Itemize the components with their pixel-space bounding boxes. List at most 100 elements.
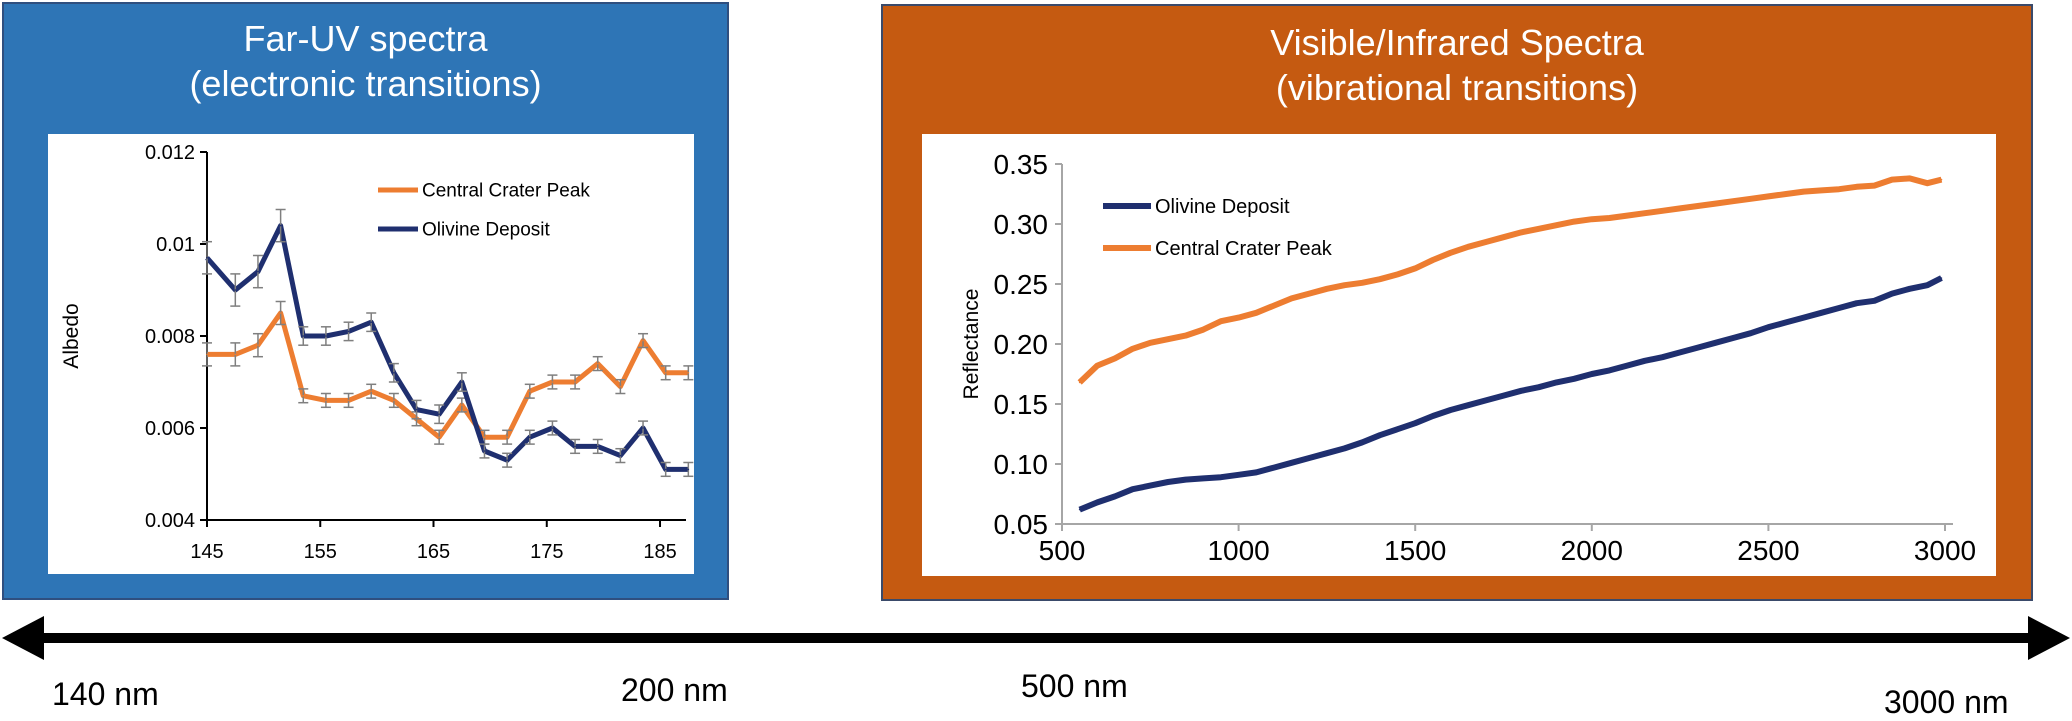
uv-data-point xyxy=(234,289,237,291)
uv-data-point xyxy=(642,339,644,342)
ir-data-point xyxy=(1308,292,1311,295)
uv-data-point xyxy=(483,450,486,452)
ir-data-point xyxy=(1379,434,1381,437)
ir-data-point xyxy=(1255,471,1258,474)
uv-y-tick-label: 0.006 xyxy=(145,418,195,440)
ir-data-point xyxy=(1326,288,1328,290)
ir-y-tick-label: 0.25 xyxy=(994,269,1049,300)
ir-data-point xyxy=(1502,236,1505,238)
uv-data-point xyxy=(664,468,667,471)
ir-data-point xyxy=(1361,441,1364,444)
far-uv-chart: 0.004 0.006 0.008 0.01 0.012 145 155 165 175 185 A… xyxy=(60,142,694,563)
uv-data-point xyxy=(687,468,690,471)
ir-data-point xyxy=(1820,189,1823,192)
ir-data-point xyxy=(1078,381,1081,384)
ir-data-point xyxy=(1237,316,1240,319)
ir-data-point xyxy=(1255,312,1258,314)
uv-legend-label: Central Crater Peak xyxy=(422,181,590,202)
ir-data-point xyxy=(1114,495,1116,498)
ir-data-point xyxy=(1661,356,1664,358)
ir-x-tick-label: 1500 xyxy=(1384,535,1446,566)
uv-series-line xyxy=(205,223,689,472)
ir-data-point xyxy=(1538,386,1540,388)
ir-x-tick-label: 2500 xyxy=(1737,535,1799,566)
ir-data-point xyxy=(1573,378,1575,380)
ir-data-point xyxy=(1131,348,1134,350)
ir-data-point xyxy=(1908,288,1911,290)
ir-series-line xyxy=(1077,175,1943,385)
far-uv-panel-title: Far-UV spectra (electronic transitions) xyxy=(4,16,727,106)
ir-data-point xyxy=(1538,228,1540,230)
ir-data-point xyxy=(1714,342,1717,344)
ir-y-tick-label: 0.20 xyxy=(994,329,1049,360)
vis-ir-title-line1: Visible/Infrared Spectra xyxy=(1270,22,1644,63)
ir-x-tick-label: 2000 xyxy=(1561,535,1623,566)
ir-data-point xyxy=(1802,190,1805,193)
ir-data-point xyxy=(1608,369,1611,372)
ir-data-point xyxy=(1449,252,1452,254)
uv-data-point xyxy=(506,459,508,462)
ir-data-point xyxy=(1696,346,1699,349)
ir-data-point xyxy=(1838,188,1840,190)
vis-ir-chart: 0.05 0.10 0.15 0.20 0.25 0.30 0.35 500 1000 1500 2… xyxy=(960,149,1976,566)
uv-x-tick-label: 165 xyxy=(417,541,450,563)
ir-data-point xyxy=(1485,241,1487,243)
ir-data-point xyxy=(1926,284,1929,286)
uv-data-point xyxy=(257,270,259,273)
ir-data-point xyxy=(1202,328,1205,331)
uv-data-point xyxy=(279,224,282,227)
uv-data-point xyxy=(528,390,531,393)
uv-data-point xyxy=(370,321,373,323)
ir-data-point xyxy=(1714,202,1717,205)
uv-data-point xyxy=(302,395,305,397)
uv-data-point xyxy=(664,372,667,374)
ir-data-point xyxy=(1220,320,1222,322)
uv-x-tick-label: 185 xyxy=(643,541,676,563)
ir-data-point xyxy=(1749,198,1752,200)
axis-label-500nm: 500 nm xyxy=(1021,668,1128,704)
ir-data-point xyxy=(1891,292,1893,295)
uv-series-1 xyxy=(202,208,694,478)
ir-data-point xyxy=(1855,302,1858,304)
ir-x-tick-label: 3000 xyxy=(1914,535,1976,566)
uv-data-point xyxy=(619,385,622,388)
uv-data-point xyxy=(596,445,599,448)
far-uv-panel: Far-UV spectra (electronic transitions) … xyxy=(2,2,729,600)
ir-data-point xyxy=(1184,334,1187,337)
uv-data-point xyxy=(642,427,644,429)
ir-data-point xyxy=(1184,478,1187,481)
uv-data-point xyxy=(393,399,395,402)
ir-data-point xyxy=(1149,484,1152,487)
ir-data-point xyxy=(1167,338,1169,340)
ir-data-point xyxy=(1520,231,1522,234)
ir-data-point xyxy=(1873,300,1876,302)
uv-data-point xyxy=(551,427,554,429)
axis-label-200nm: 200 nm xyxy=(621,672,728,708)
axis-label-3000nm: 3000 nm xyxy=(1884,684,2009,720)
ir-data-point xyxy=(1785,321,1787,324)
ir-y-tick-label: 0.05 xyxy=(994,509,1049,540)
ir-data-point xyxy=(1661,210,1664,212)
ir-data-point xyxy=(1379,278,1381,280)
ir-data-point xyxy=(1467,404,1469,407)
ir-data-point xyxy=(1873,184,1876,187)
uv-data-point xyxy=(574,445,576,448)
uv-data-point xyxy=(257,344,259,346)
ir-data-point xyxy=(1290,297,1293,300)
uv-data-point xyxy=(393,372,395,374)
ir-data-point xyxy=(1502,394,1505,397)
ir-data-point xyxy=(1908,177,1911,180)
ir-data-point xyxy=(1432,259,1434,261)
uv-data-point xyxy=(596,362,599,365)
ir-data-point xyxy=(1855,186,1858,188)
ir-data-point xyxy=(1626,364,1628,367)
ir-data-point xyxy=(1290,462,1293,464)
ir-data-point xyxy=(1749,332,1752,334)
uv-x-tick-label: 155 xyxy=(304,541,337,563)
ir-data-point xyxy=(1343,447,1346,450)
ir-data-point xyxy=(1767,326,1770,328)
ir-data-point xyxy=(1679,207,1681,210)
ir-data-point xyxy=(1096,364,1099,367)
ir-data-point xyxy=(1414,267,1416,270)
